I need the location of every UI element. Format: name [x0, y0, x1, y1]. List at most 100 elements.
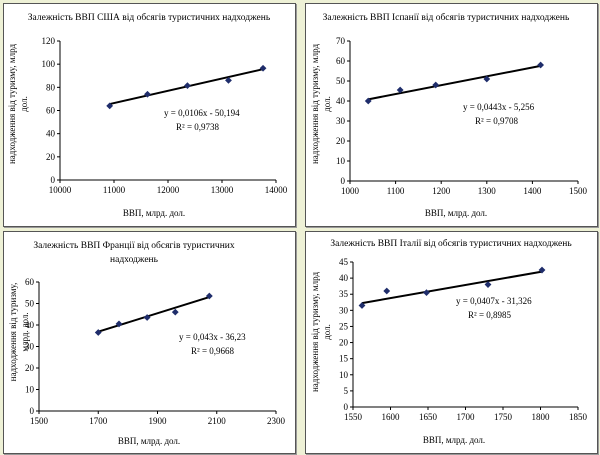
- chart-panel-italy: Залежність ВВП Італії від обсягів турист…: [305, 231, 598, 454]
- chart-title: Залежність ВВП Іспанії від обсягів турис…: [323, 12, 570, 23]
- y-tick-label: 15: [339, 354, 349, 364]
- x-tick-label: 1600: [382, 412, 401, 422]
- y-tick-label: 5: [344, 386, 349, 396]
- r-squared-label: R² = 0,9708: [475, 116, 519, 126]
- data-point: [205, 292, 213, 300]
- y-tick-label: 0: [30, 406, 35, 416]
- y-tick-label: 30: [336, 116, 346, 126]
- x-tick-label: 1550: [344, 412, 363, 422]
- chart-panel-usa: Залежність ВВП США від обсягів туристичн…: [3, 3, 296, 227]
- y-tick-label: 40: [336, 96, 346, 106]
- x-tick-label: 1700: [89, 416, 108, 426]
- x-axis-label: ВВП, млрд. дол.: [423, 435, 485, 445]
- trendline-equation: y = 0,0106x - 50,194: [164, 108, 240, 118]
- y-tick-label: 60: [336, 56, 346, 66]
- trendline: [368, 64, 541, 101]
- data-point: [423, 289, 430, 297]
- y-tick-label: 0: [344, 402, 349, 412]
- data-point: [115, 320, 123, 328]
- r-squared-label: R² = 0,8985: [468, 310, 512, 320]
- y-tick-label: 40: [46, 129, 56, 139]
- data-point: [537, 61, 545, 69]
- chart-panel-france: Залежність ВВП Франції від обсягів турис…: [3, 231, 296, 454]
- data-point: [396, 86, 404, 94]
- data-point: [144, 90, 151, 98]
- x-tick-label: 1850: [569, 412, 588, 422]
- data-point: [259, 64, 267, 72]
- data-point: [432, 81, 440, 89]
- data-point: [383, 287, 391, 295]
- r-squared-label: R² = 0,9668: [191, 346, 235, 356]
- x-tick-label: 1500: [30, 416, 49, 426]
- x-tick-label: 2100: [208, 416, 227, 426]
- y-tick-label: 25: [339, 321, 349, 331]
- y-tick-label: 20: [336, 136, 346, 146]
- data-point: [225, 76, 232, 84]
- x-tick-label: 1650: [419, 412, 438, 422]
- x-tick-label: 1200: [432, 186, 451, 196]
- y-tick-label: 10: [336, 156, 346, 166]
- x-tick-label: 13000: [211, 185, 234, 195]
- chart-svg: Залежність ВВП Італії від обсягів турист…: [310, 238, 588, 445]
- r-squared-label: R² = 0,9738: [176, 122, 220, 132]
- y-axis-label: дол.: [322, 324, 332, 340]
- trendline: [361, 270, 543, 305]
- y-tick-label: 20: [46, 152, 56, 162]
- y-tick-label: 10: [339, 370, 349, 380]
- trendline-equation: y = 0,0443x - 5,256: [463, 102, 535, 112]
- data-point: [184, 82, 191, 89]
- x-axis-label: ВВП, млрд. дол.: [123, 208, 185, 218]
- y-tick-label: 30: [25, 342, 35, 352]
- y-axis-label: дол.: [19, 96, 29, 112]
- data-point: [106, 102, 114, 110]
- data-point: [94, 329, 102, 336]
- x-tick-label: 1300: [478, 186, 497, 196]
- chart-title: Залежність ВВП Італії від обсягів турист…: [330, 238, 572, 249]
- y-axis-label: дол.: [322, 96, 332, 112]
- y-tick-label: 50: [336, 76, 346, 86]
- chart-svg: Залежність ВВП США від обсягів туристичн…: [7, 12, 288, 218]
- y-tick-label: 60: [46, 106, 56, 116]
- x-tick-label: 14000: [265, 185, 288, 195]
- data-point: [364, 97, 372, 105]
- data-point: [171, 308, 179, 316]
- x-tick-label: 1700: [457, 412, 476, 422]
- chart-panel-spain: Залежність ВВП Іспанії від обсягів турис…: [305, 3, 598, 227]
- x-tick-label: 11000: [103, 185, 126, 195]
- x-tick-label: 1800: [532, 412, 551, 422]
- trendline: [97, 296, 210, 333]
- x-tick-label: 2300: [267, 416, 286, 426]
- y-axis-label: надходження від туризму,: [8, 283, 18, 382]
- trendline-equation: y = 0,0407x - 31,326: [456, 296, 532, 306]
- y-axis-label: надходження від туризму, млрд: [310, 44, 320, 164]
- y-tick-label: 10: [25, 385, 35, 395]
- chart-title: Залежність ВВП США від обсягів туристичн…: [28, 12, 271, 23]
- y-tick-label: 40: [25, 320, 35, 330]
- y-axis-label: надходження від туризму, млрд: [310, 272, 320, 392]
- y-tick-label: 80: [46, 82, 56, 92]
- y-axis-label: млрд. дол.: [20, 312, 30, 351]
- y-tick-label: 0: [51, 175, 56, 185]
- x-tick-label: 1100: [387, 186, 405, 196]
- data-point: [484, 281, 492, 288]
- x-tick-label: 1750: [494, 412, 513, 422]
- y-tick-label: 50: [25, 299, 35, 309]
- trendline-equation: y = 0,043x - 36,23: [179, 332, 246, 342]
- x-axis-label: ВВП, млрд. дол.: [425, 208, 487, 218]
- x-tick-label: 10000: [49, 185, 72, 195]
- y-tick-label: 0: [341, 176, 346, 186]
- chart-title: надходжень: [110, 255, 159, 265]
- x-tick-label: 12000: [157, 185, 180, 195]
- x-tick-label: 1400: [523, 186, 542, 196]
- y-tick-label: 35: [339, 289, 349, 299]
- y-axis-label: надходження від туризму, млрд: [7, 44, 17, 164]
- chart-svg: Залежність ВВП Франції від обсягів турис…: [8, 240, 286, 446]
- y-tick-label: 60: [25, 277, 35, 287]
- y-tick-label: 20: [339, 338, 349, 348]
- y-tick-label: 120: [42, 36, 56, 46]
- data-point: [143, 314, 151, 321]
- x-axis-label: ВВП, млрд. дол.: [118, 436, 180, 446]
- y-tick-label: 70: [336, 36, 346, 46]
- x-tick-label: 1000: [341, 186, 360, 196]
- y-tick-label: 30: [339, 305, 349, 315]
